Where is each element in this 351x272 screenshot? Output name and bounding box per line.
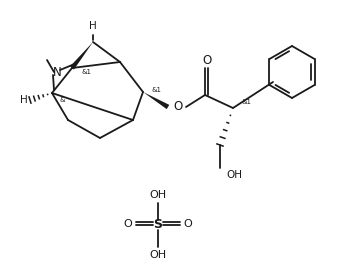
Text: OH: OH: [150, 250, 167, 260]
Text: O: O: [124, 219, 132, 229]
Text: &1: &1: [81, 69, 91, 75]
Text: OH: OH: [150, 190, 167, 200]
Text: &1: &1: [152, 87, 162, 93]
Text: O: O: [203, 54, 212, 66]
Text: &1: &1: [241, 99, 251, 105]
Polygon shape: [70, 42, 93, 70]
Text: &: &: [59, 97, 65, 103]
Polygon shape: [143, 92, 169, 109]
Text: O: O: [184, 219, 192, 229]
Text: N: N: [53, 66, 61, 79]
Text: OH: OH: [226, 170, 242, 180]
Text: H: H: [20, 95, 28, 105]
Text: S: S: [153, 218, 163, 231]
Text: O: O: [173, 100, 183, 113]
Text: H: H: [89, 21, 97, 31]
